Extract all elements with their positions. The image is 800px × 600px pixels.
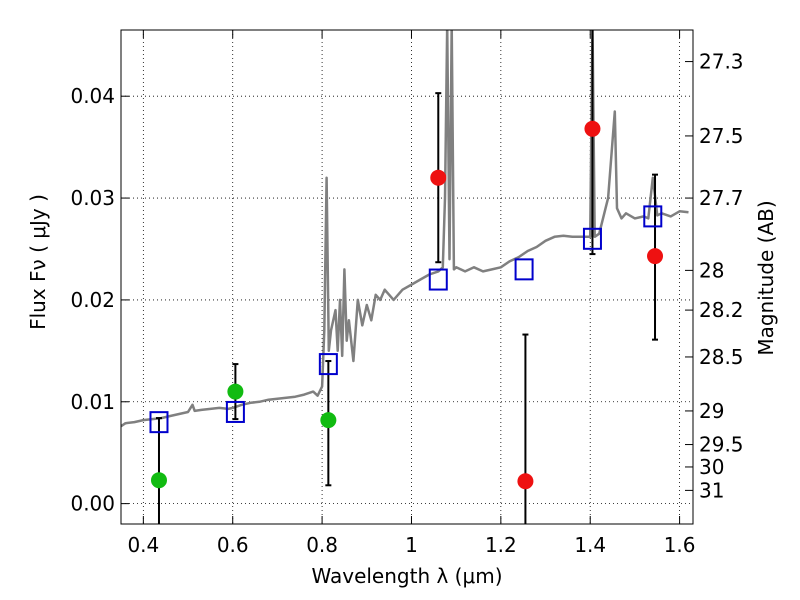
x-tick-label: 1.2 [485,533,517,557]
x-tick-label: 0.4 [127,533,159,557]
model-box-point [643,205,663,228]
y2-tick-label: 29 [699,399,724,423]
y2-tick-label: 27.5 [699,124,744,148]
red-point [584,120,601,137]
model-box-point [225,400,245,423]
y2-tick-label: 27.7 [699,186,744,210]
spectrum-line [121,30,689,428]
model-box-point [514,258,534,281]
y-tick-label: 0.03 [70,186,115,210]
y-axis-title: Flux Fν ( μJy ) [26,194,50,330]
x-axis-title: Wavelength λ (μm) [311,564,502,588]
model-box-point [318,353,338,376]
y2-axis-title: Magnitude (AB) [754,200,778,355]
model-box-point [428,268,448,291]
x-tick-label: 1.4 [574,533,606,557]
y2-tick-label: 28.2 [699,298,744,322]
detection-point [227,383,244,400]
y2-tick-label: 28 [699,258,724,282]
y2-tick-label: 31 [699,478,724,502]
y-tick-label: 0.01 [70,390,115,414]
red-point [647,248,664,265]
y2-tick-label: 28.5 [699,345,744,369]
y2-tick-label: 30 [699,455,724,479]
model-box-point [582,227,602,250]
red-point [430,169,447,186]
x-tick-label: 1.6 [664,533,696,557]
spectrum-path [121,30,689,428]
photometry-markers [149,120,664,490]
red-point [517,473,534,490]
y-tick-label: 0.04 [70,84,115,108]
y-tick-label: 0.00 [70,492,115,516]
y-tick-label: 0.02 [70,288,115,312]
gridlines [121,30,693,524]
y2-tick-label: 29.5 [699,433,744,457]
y2-tick-label: 27.3 [699,50,744,74]
plot-frame [120,29,694,525]
detection-point [150,472,167,489]
model-box-point [149,411,169,434]
detection-point [320,412,337,429]
x-tick-label: 1 [405,533,418,557]
x-tick-label: 0.8 [306,533,338,557]
x-tick-label: 0.6 [217,533,249,557]
axis-ticks: 0.4 0.6 0.8 1 1.2 1.4 1.6 0.00 0.01 0.02 0.03 0.04 2… [70,30,744,557]
